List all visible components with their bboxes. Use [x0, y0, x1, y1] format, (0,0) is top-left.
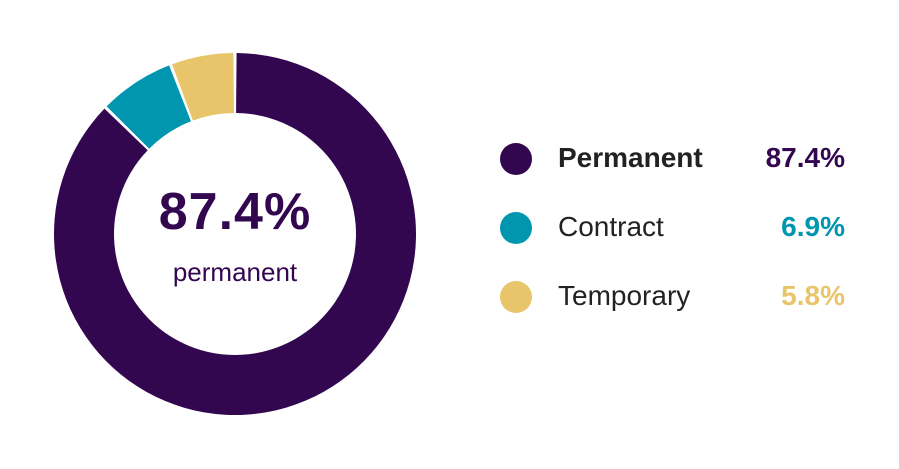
donut-slice-permanent: [54, 53, 417, 415]
legend-label-temporary: Temporary: [558, 280, 691, 311]
legend-label-permanent: Permanent: [558, 142, 703, 173]
legend-item-temporary: Temporary 5.8%: [497, 276, 857, 345]
legend-value-permanent: 87.4%: [765, 142, 845, 173]
legend-swatch-permanent: [500, 143, 532, 175]
donut-chart: [54, 53, 417, 415]
donut-slice-contract: [106, 65, 191, 149]
legend-value-temporary: 5.8%: [781, 280, 845, 311]
legend: Permanent 87.4% Contract 6.9% Temporary …: [497, 138, 857, 345]
donut-slice-temporary: [172, 53, 234, 121]
legend-swatch-temporary: [500, 281, 532, 313]
legend-value-contract: 6.9%: [781, 211, 845, 242]
legend-item-contract: Contract 6.9%: [497, 207, 857, 276]
legend-swatch-contract: [500, 212, 532, 244]
legend-label-contract: Contract: [558, 211, 664, 242]
center-label: permanent: [172, 257, 298, 287]
center-value: 87.4%: [158, 183, 312, 241]
legend-item-permanent: Permanent 87.4%: [497, 138, 857, 207]
